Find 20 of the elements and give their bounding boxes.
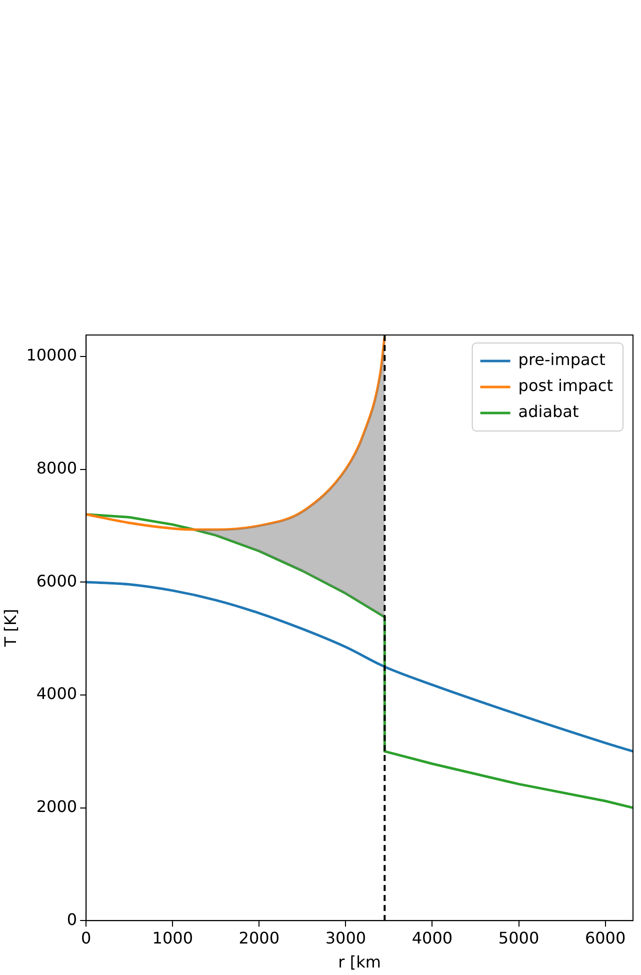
x-tick-label: 0 [81, 928, 92, 948]
y-tick-label: 2000 [36, 796, 78, 816]
x-tick-label: 2000 [238, 928, 280, 948]
y-tick-label: 10000 [26, 346, 78, 365]
legend-label: post impact [518, 376, 613, 396]
line-series [86, 580, 633, 753]
line-series [86, 335, 386, 531]
x-tick-label: 5000 [498, 928, 540, 948]
x-tick-label: 4000 [412, 928, 453, 948]
y-axis-title: T [K] [0, 608, 20, 648]
x-tick-label: 3000 [325, 928, 366, 948]
y-tick-label: 4000 [36, 684, 78, 704]
x-tick-label: 6000 [584, 928, 626, 948]
x-axis-title: r [km [338, 952, 381, 972]
legend-label: pre-impact [518, 350, 606, 370]
y-tick-label: 6000 [36, 571, 78, 590]
y-tick-label: 0 [66, 910, 78, 929]
legend-label: adiabat [518, 402, 579, 422]
y-tick-label: 8000 [36, 458, 78, 478]
x-tick-label: 1000 [152, 928, 193, 948]
